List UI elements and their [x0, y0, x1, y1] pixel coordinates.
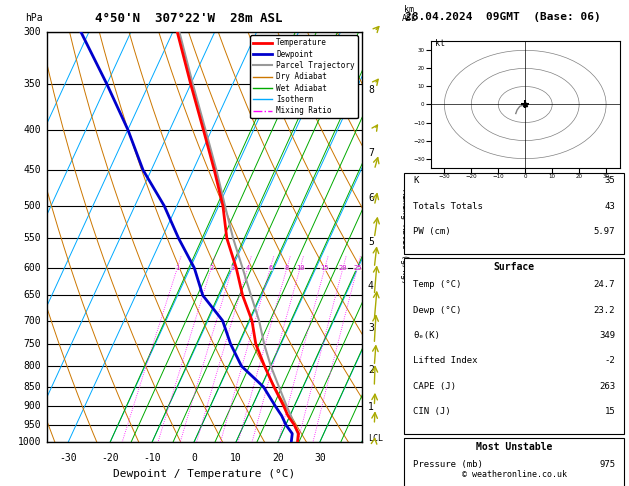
Text: km
ASL: km ASL: [401, 5, 416, 23]
Text: Mixing Ratio (g/kg): Mixing Ratio (g/kg): [399, 190, 409, 284]
Bar: [404, 438, 625, 486]
Text: 600: 600: [23, 263, 41, 273]
Text: 700: 700: [23, 315, 41, 326]
Text: 15: 15: [321, 265, 329, 271]
Text: Most Unstable: Most Unstable: [476, 442, 552, 452]
Text: Pressure (mb): Pressure (mb): [413, 460, 483, 469]
Text: Totals Totals: Totals Totals: [413, 202, 483, 211]
Legend: Temperature, Dewpoint, Parcel Trajectory, Dry Adiabat, Wet Adiabat, Isotherm, Mi: Temperature, Dewpoint, Parcel Trajectory…: [250, 35, 358, 118]
Bar: [404, 258, 625, 434]
Text: 8: 8: [368, 85, 374, 95]
Text: 975: 975: [599, 460, 615, 469]
Text: 5: 5: [368, 237, 374, 247]
Text: 300: 300: [23, 27, 41, 36]
Text: 24.7: 24.7: [594, 280, 615, 290]
Text: hPa: hPa: [25, 14, 43, 23]
Text: 43: 43: [604, 202, 615, 211]
Text: Dewp (°C): Dewp (°C): [413, 306, 462, 315]
Text: 800: 800: [23, 361, 41, 371]
Text: kt: kt: [435, 39, 445, 49]
Text: 6: 6: [368, 192, 374, 203]
Text: 10: 10: [296, 265, 304, 271]
Text: θₑ(K): θₑ(K): [413, 331, 440, 340]
Bar: [404, 173, 625, 254]
Text: 2: 2: [368, 364, 374, 375]
Text: 8: 8: [285, 265, 289, 271]
Text: 1: 1: [175, 265, 179, 271]
Text: 550: 550: [23, 233, 41, 243]
Text: 349: 349: [599, 331, 615, 340]
Text: Dewpoint / Temperature (°C): Dewpoint / Temperature (°C): [113, 469, 296, 479]
Text: 0: 0: [191, 452, 197, 463]
Text: -20: -20: [101, 452, 119, 463]
Text: 2: 2: [209, 265, 213, 271]
Text: -10: -10: [143, 452, 161, 463]
Text: 4: 4: [245, 265, 250, 271]
Text: 500: 500: [23, 201, 41, 211]
Text: 30: 30: [314, 452, 326, 463]
Text: 25: 25: [353, 265, 362, 271]
Text: Temp (°C): Temp (°C): [413, 280, 462, 290]
Text: 20: 20: [338, 265, 347, 271]
Text: 3: 3: [230, 265, 235, 271]
Text: 850: 850: [23, 382, 41, 392]
Text: LCL: LCL: [368, 434, 383, 443]
Text: 1: 1: [368, 402, 374, 412]
Text: 450: 450: [23, 165, 41, 175]
Text: CAPE (J): CAPE (J): [413, 382, 456, 391]
Text: 750: 750: [23, 339, 41, 349]
Text: 950: 950: [23, 420, 41, 430]
Text: -2: -2: [604, 356, 615, 365]
Text: 28.04.2024  09GMT  (Base: 06): 28.04.2024 09GMT (Base: 06): [405, 12, 601, 22]
Text: 6: 6: [268, 265, 272, 271]
Text: 5.97: 5.97: [594, 227, 615, 236]
Text: 20: 20: [272, 452, 284, 463]
Text: K: K: [413, 176, 418, 186]
Text: 10: 10: [230, 452, 242, 463]
Text: 3: 3: [368, 323, 374, 333]
Text: 7: 7: [368, 148, 374, 158]
Text: 400: 400: [23, 125, 41, 135]
Text: 650: 650: [23, 290, 41, 300]
Text: 350: 350: [23, 79, 41, 89]
Text: 15: 15: [604, 407, 615, 416]
Text: CIN (J): CIN (J): [413, 407, 451, 416]
Text: PW (cm): PW (cm): [413, 227, 451, 236]
Text: Lifted Index: Lifted Index: [413, 356, 477, 365]
Text: -30: -30: [59, 452, 77, 463]
Text: 35: 35: [604, 176, 615, 186]
Text: 900: 900: [23, 401, 41, 411]
Text: 1000: 1000: [18, 437, 41, 447]
Text: 263: 263: [599, 382, 615, 391]
Text: 23.2: 23.2: [594, 306, 615, 315]
Text: 4°50'N  307°22'W  28m ASL: 4°50'N 307°22'W 28m ASL: [95, 12, 282, 25]
Text: 4: 4: [368, 281, 374, 291]
Text: Surface: Surface: [494, 262, 535, 272]
Text: © weatheronline.co.uk: © weatheronline.co.uk: [462, 469, 567, 479]
